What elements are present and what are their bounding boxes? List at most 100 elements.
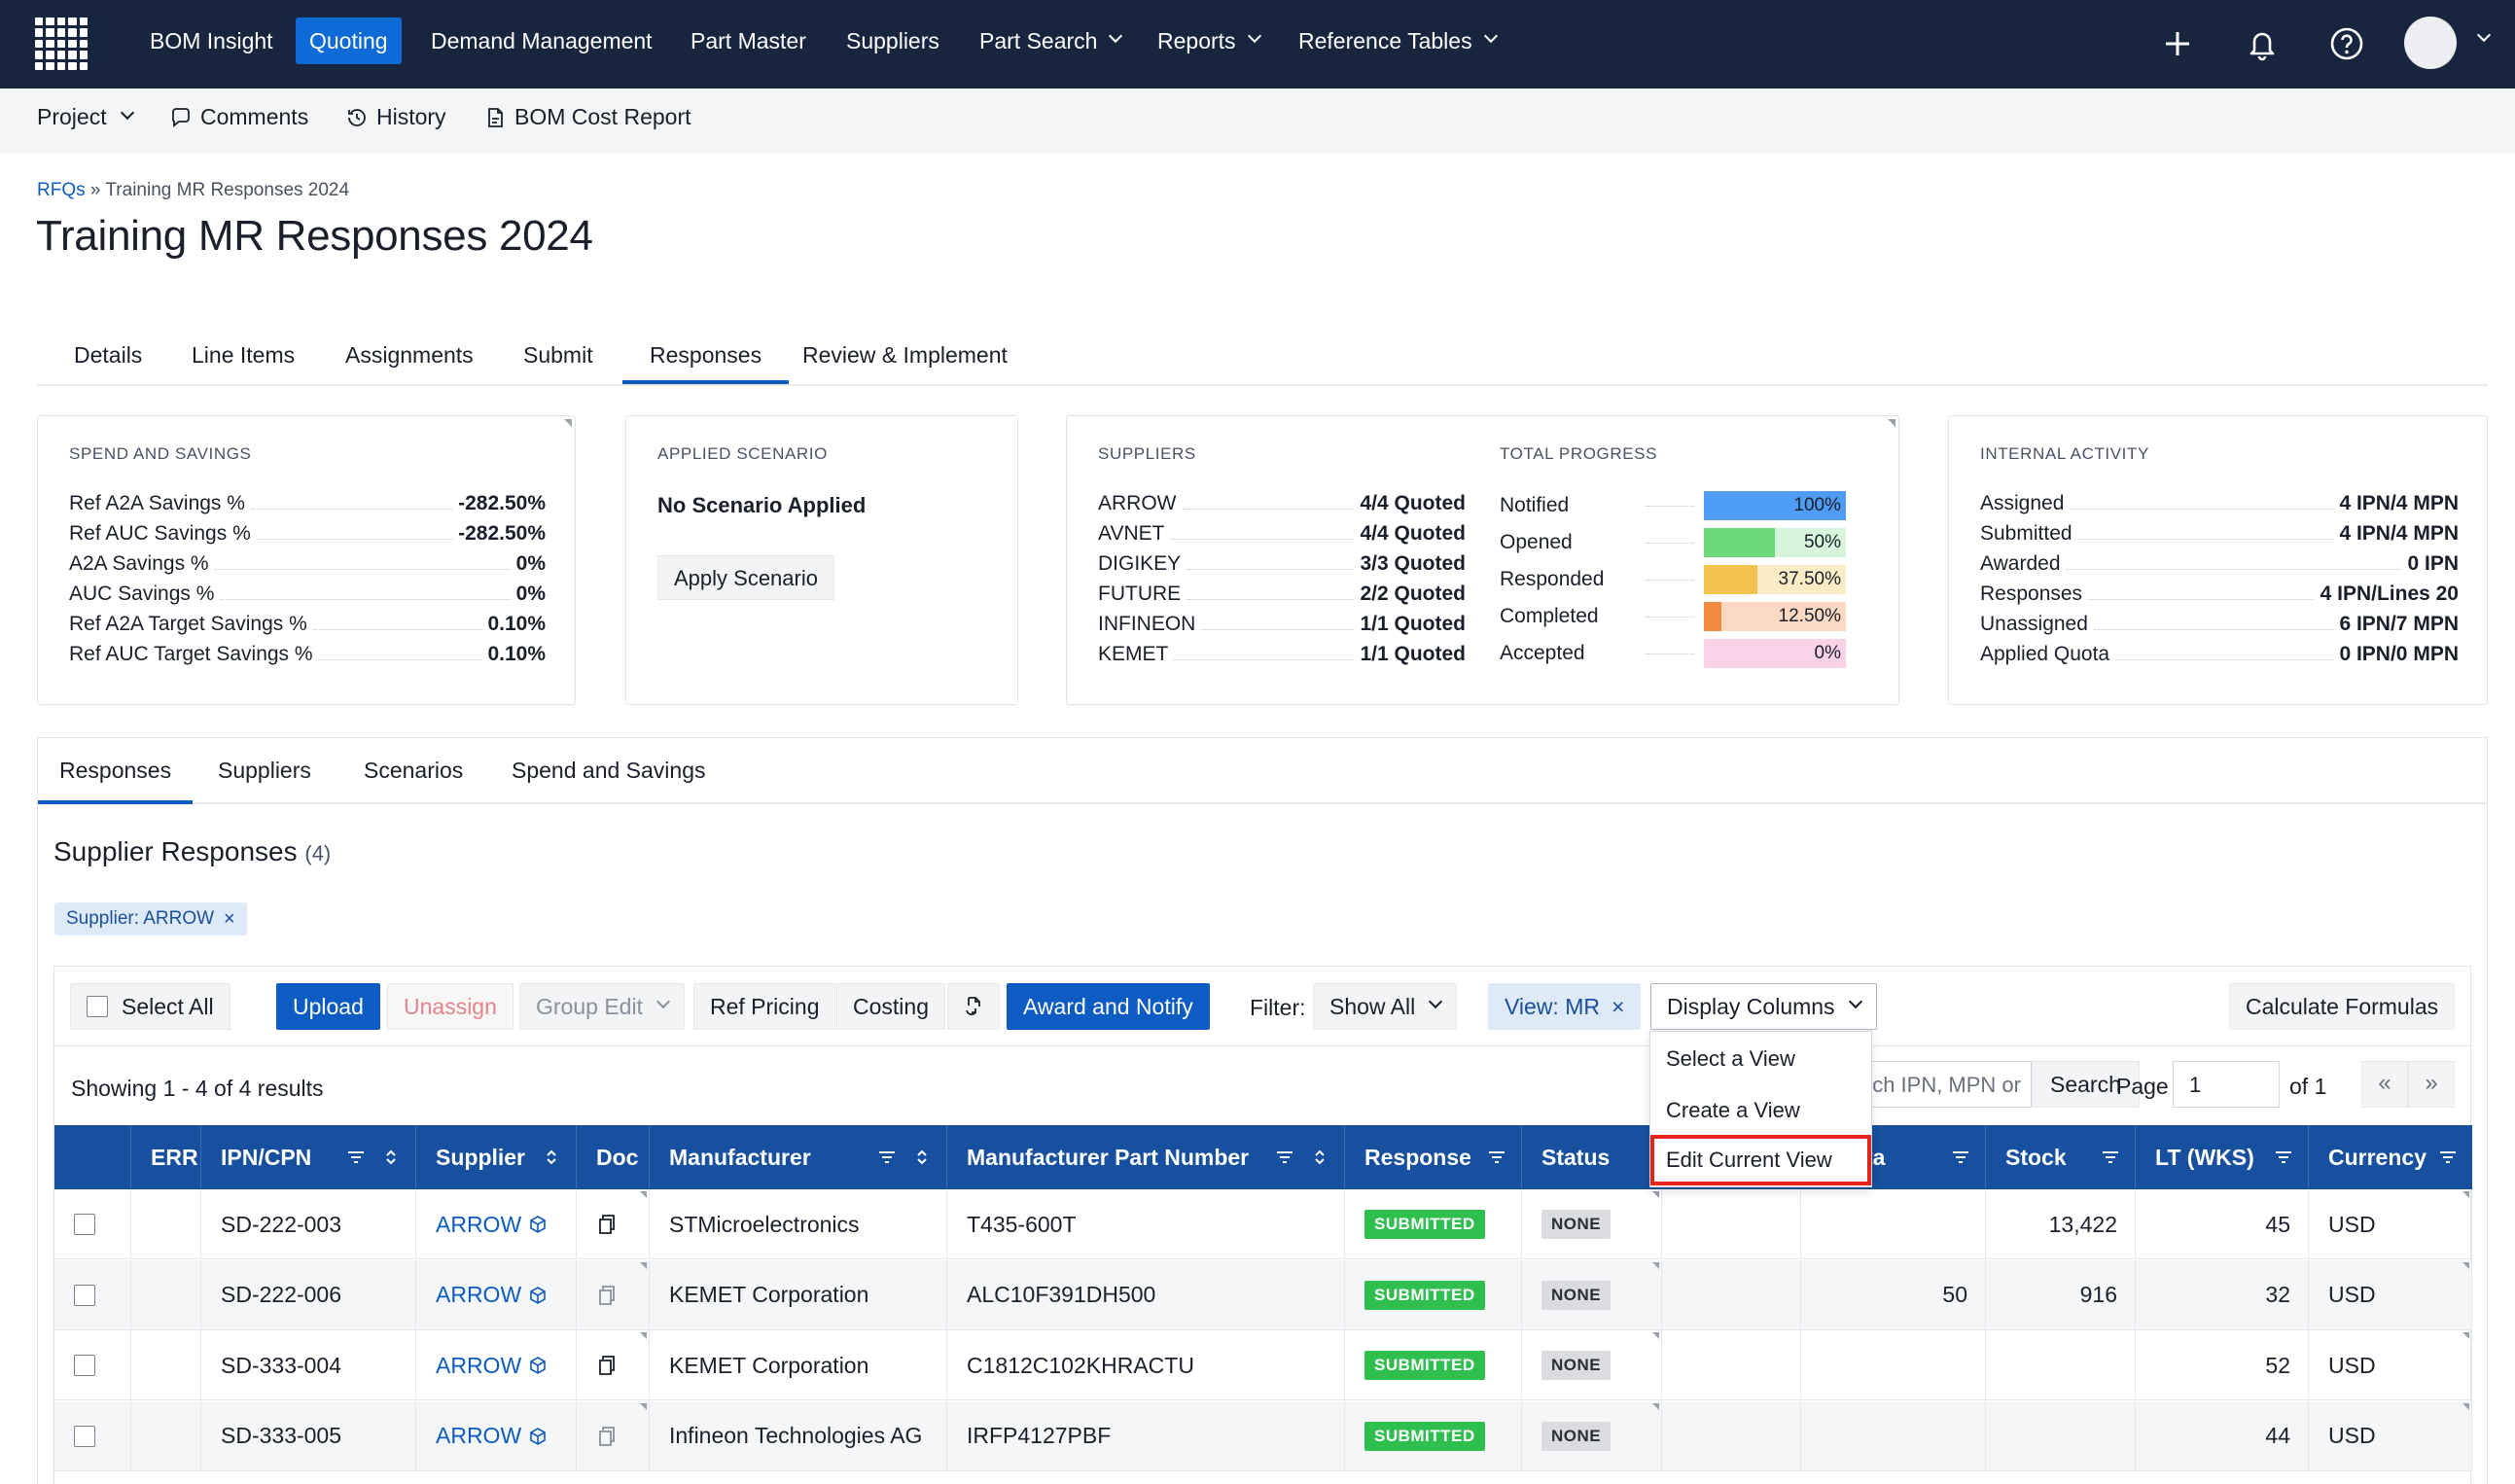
plus-icon[interactable] — [2157, 23, 2198, 64]
unassign-button[interactable]: Unassign — [387, 983, 514, 1030]
column-response[interactable]: Response — [1345, 1125, 1522, 1189]
nav-bom-insight[interactable]: BOM Insight — [150, 28, 273, 53]
award-notify-button[interactable]: Award and Notify — [1007, 983, 1210, 1030]
row-checkbox[interactable] — [74, 1214, 95, 1235]
nav-reports[interactable]: Reports — [1144, 18, 1273, 64]
comments-link[interactable]: Comments — [169, 104, 308, 130]
tab-section-suppliers[interactable]: Suppliers — [218, 758, 311, 783]
tab-section-scenarios[interactable]: Scenarios — [364, 758, 464, 783]
progress-bar: 100% — [1704, 491, 1846, 520]
column-ipn[interactable]: IPN/CPN — [201, 1125, 416, 1189]
supplier-link[interactable]: ARROW — [436, 1212, 549, 1238]
column-stock[interactable]: Stock — [1986, 1125, 2136, 1189]
copy-doc-icon[interactable] — [596, 1213, 618, 1236]
cell-select[interactable] — [54, 1189, 131, 1259]
nav-part-search[interactable]: Part Search — [966, 18, 1134, 64]
close-icon[interactable]: × — [224, 907, 235, 930]
column-currency[interactable]: Currency — [2309, 1125, 2472, 1189]
supplier-filter-chip[interactable]: Supplier: ARROW × — [54, 902, 247, 936]
bom-cost-report-link[interactable]: BOM Cost Report — [483, 104, 691, 130]
prev-page-button[interactable]: « — [2361, 1061, 2408, 1108]
nav-reference-tables[interactable]: Reference Tables — [1285, 18, 1509, 64]
sort-icon[interactable] — [1309, 1147, 1330, 1168]
sort-icon[interactable] — [541, 1147, 562, 1168]
tab-section-spend-savings[interactable]: Spend and Savings — [512, 758, 706, 783]
tab-details[interactable]: Details — [74, 342, 143, 368]
view-chip[interactable]: View: MR × — [1488, 983, 1642, 1030]
avatar[interactable] — [2404, 17, 2457, 69]
copy-doc-icon[interactable] — [596, 1354, 618, 1377]
ref-pricing-button[interactable]: Ref Pricing — [693, 983, 836, 1030]
row-checkbox[interactable] — [74, 1355, 95, 1376]
filter-icon[interactable] — [1486, 1147, 1507, 1168]
tab-assignments[interactable]: Assignments — [345, 342, 474, 368]
chevron-down-icon[interactable] — [2476, 27, 2492, 43]
supplier-link[interactable]: ARROW — [436, 1282, 549, 1308]
upload-button[interactable]: Upload — [276, 983, 380, 1030]
nav-quoting[interactable]: Quoting — [296, 18, 402, 64]
costing-refresh-button[interactable] — [947, 983, 1000, 1030]
filter-icon[interactable] — [876, 1147, 898, 1168]
row-checkbox[interactable] — [74, 1425, 95, 1447]
bell-icon[interactable] — [2242, 23, 2283, 64]
cell-select[interactable] — [54, 1400, 131, 1471]
filter-icon[interactable] — [2273, 1147, 2294, 1168]
menu-item-select-view[interactable]: Select a View — [1666, 1046, 1795, 1071]
filter-icon[interactable] — [2437, 1147, 2459, 1168]
sort-icon[interactable] — [380, 1147, 402, 1168]
nav-demand-management[interactable]: Demand Management — [431, 28, 653, 53]
help-icon[interactable] — [2326, 23, 2367, 64]
table-row[interactable]: SD-222-006 ARROW KEMET Corporation ALC10F39… — [54, 1259, 2472, 1330]
column-lt[interactable]: LT (WKS) — [2136, 1125, 2309, 1189]
column-mpn[interactable]: Manufacturer Part Number — [947, 1125, 1345, 1189]
column-status[interactable]: Status — [1522, 1125, 1662, 1189]
group-edit-button[interactable]: Group Edit — [519, 983, 685, 1030]
nav-part-master[interactable]: Part Master — [691, 28, 806, 53]
sort-icon[interactable] — [911, 1147, 933, 1168]
tab-review-implement[interactable]: Review & Implement — [802, 342, 1008, 368]
filter-icon[interactable] — [345, 1147, 367, 1168]
column-supplier[interactable]: Supplier — [416, 1125, 577, 1189]
menu-item-create-view[interactable]: Create a View — [1666, 1098, 1800, 1122]
supplier-link[interactable]: ARROW — [436, 1423, 549, 1449]
section-tabs: Responses Suppliers Scenarios Spend and … — [38, 738, 2487, 804]
tab-submit[interactable]: Submit — [523, 342, 593, 368]
cell-select[interactable] — [54, 1330, 131, 1400]
display-columns-button[interactable]: Display Columns — [1650, 983, 1877, 1030]
supplier-link[interactable]: ARROW — [436, 1353, 549, 1379]
table-row[interactable]: SD-333-004 ARROW KEMET Corporation C1812C10… — [54, 1330, 2472, 1400]
nav-suppliers[interactable]: Suppliers — [846, 28, 939, 53]
table-row[interactable]: SD-222-003 ARROW STMicroelectronics T435-60… — [54, 1189, 2472, 1259]
close-icon[interactable]: × — [1612, 993, 1625, 1019]
next-page-button[interactable]: » — [2408, 1061, 2455, 1108]
breadcrumb-rfqs-link[interactable]: RFQs — [37, 180, 86, 200]
tab-responses[interactable]: Responses — [622, 336, 790, 384]
copy-doc-icon[interactable] — [596, 1425, 618, 1448]
filter-select[interactable]: Show All — [1313, 983, 1458, 1030]
calculate-formulas-button[interactable]: Calculate Formulas — [2229, 983, 2456, 1030]
table-row[interactable]: SD-333-005 ARROW Infineon Technologies AG I… — [54, 1400, 2472, 1471]
search-button[interactable]: Search — [2032, 1061, 2140, 1108]
cell-select[interactable] — [54, 1259, 131, 1330]
tab-line-items[interactable]: Line Items — [192, 342, 296, 368]
apply-scenario-button[interactable]: Apply Scenario — [657, 555, 834, 600]
project-menu[interactable]: Project — [37, 104, 134, 130]
tab-section-responses[interactable]: Responses — [38, 758, 194, 804]
menu-item-edit-current-view[interactable]: Edit Current View — [1650, 1135, 1871, 1185]
page-number-input[interactable]: 1 — [2173, 1061, 2280, 1108]
history-link[interactable]: History — [345, 104, 446, 130]
row-checkbox[interactable] — [74, 1284, 95, 1306]
copy-doc-icon[interactable] — [596, 1284, 618, 1307]
filter-icon[interactable] — [1950, 1147, 1971, 1168]
costing-button[interactable]: Costing — [836, 983, 945, 1030]
filter-icon[interactable] — [2100, 1147, 2121, 1168]
column-manufacturer[interactable]: Manufacturer — [650, 1125, 947, 1189]
filter-icon[interactable] — [1274, 1147, 1295, 1168]
app-grid-logo-icon[interactable] — [35, 18, 88, 70]
column-err[interactable]: ERR — [131, 1125, 201, 1189]
column-doc[interactable]: Doc — [577, 1125, 650, 1189]
select-all-checkbox[interactable] — [87, 996, 108, 1017]
select-all-button[interactable]: Select All — [70, 983, 230, 1030]
cell-lt: 45 — [2136, 1189, 2309, 1259]
search-input[interactable]: Search IPN, MPN or — [1854, 1061, 2032, 1108]
